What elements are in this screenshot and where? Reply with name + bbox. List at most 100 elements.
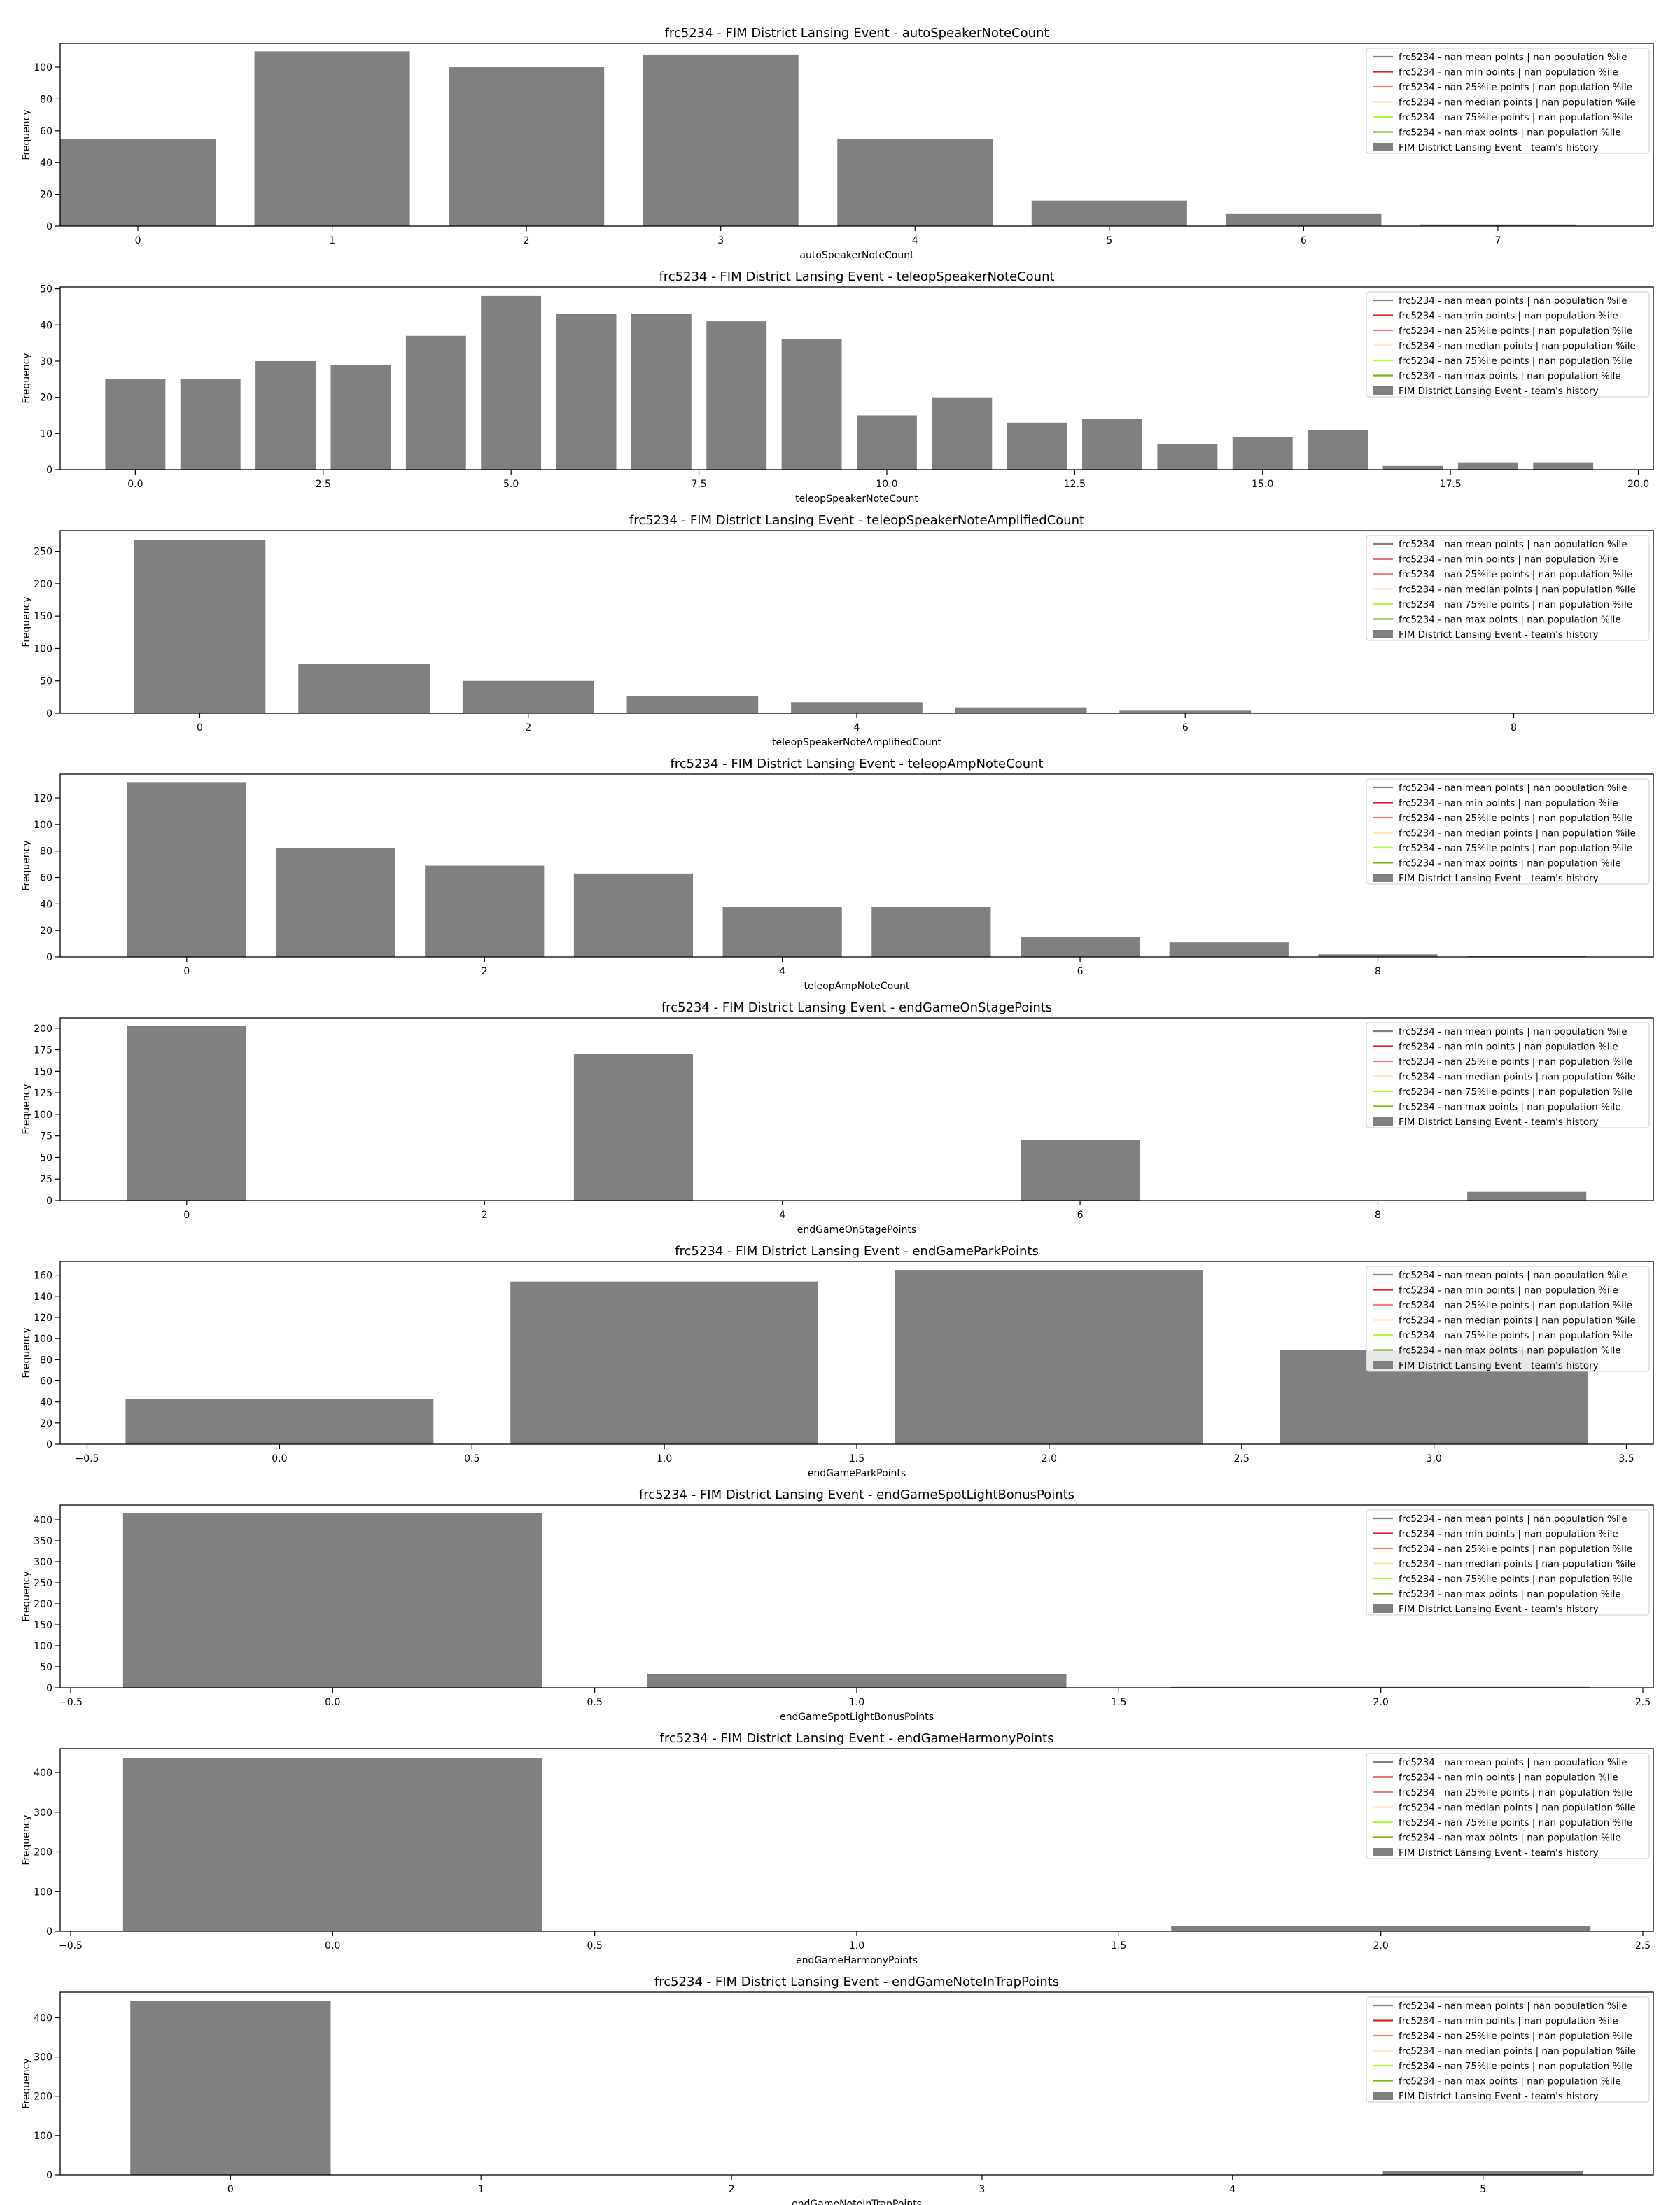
legend-box [1366,1266,1650,1372]
y-axis-label: Frequency [21,109,32,160]
bar [643,54,799,226]
legend-entry-label: frc5234 - nan 25%ile points | nan popula… [1399,1056,1632,1068]
y-tick-label: 100 [34,643,52,654]
y-tick-label: 40 [40,158,52,169]
x-tick-label: 0 [227,2184,234,2195]
bar [127,1026,246,1200]
x-tick-label: 2 [525,722,531,734]
y-tick-label: 400 [34,1768,52,1779]
y-tick-label: 250 [34,547,52,558]
y-tick-label: 40 [40,899,52,910]
x-tick-label: 15.0 [1252,479,1273,490]
y-tick-label: 350 [34,1536,52,1547]
legend-entry-label: frc5234 - nan median points | nan popula… [1399,1802,1636,1814]
bar [1171,1926,1591,1931]
legend-entry-label: frc5234 - nan 25%ile points | nan popula… [1399,569,1632,580]
y-axis-label: Frequency [21,1571,32,1621]
legend-entry-label: frc5234 - nan 25%ile points | nan popula… [1399,2031,1632,2042]
y-tick-label: 0 [46,465,52,476]
y-tick-label: 120 [34,1312,52,1324]
legend-entry-label: frc5234 - nan max points | nan populatio… [1399,1589,1621,1600]
axes-frame [59,1991,1654,2176]
legend-entry-label: frc5234 - nan median points | nan popula… [1399,584,1636,596]
y-tick-label: 250 [34,1578,52,1589]
bar [255,360,316,470]
y-axis-label: Frequency [21,2058,32,2108]
legend-entry-label: frc5234 - nan 75%ile points | nan popula… [1399,1086,1632,1098]
legend-entry-label: frc5234 - nan 75%ile points | nan popula… [1399,1574,1632,1585]
legend-entry-label: frc5234 - nan max points | nan populatio… [1399,1833,1621,1844]
bar [837,139,993,226]
legend-entry-label: frc5234 - nan min points | nan populatio… [1399,798,1618,809]
y-tick-label: 50 [40,676,52,687]
y-tick-label: 400 [34,1515,52,1526]
y-tick-label: 0 [46,1196,52,1207]
bar [706,321,767,470]
y-tick-label: 100 [34,820,52,831]
y-tick-label: 200 [34,579,52,590]
legend-bar-swatch [1373,630,1393,638]
x-tick-label: 0 [183,966,190,977]
x-axis-label: teleopAmpNoteCount [804,981,910,992]
legend-entry-label: frc5234 - nan min points | nan populatio… [1399,1285,1618,1296]
legend-box [1366,535,1650,641]
x-tick-label: 4 [912,235,918,246]
legend-entry-label: FIM District Lansing Event - team's hist… [1399,386,1599,397]
legend-entry-label: frc5234 - nan max points | nan populatio… [1399,1102,1621,1113]
x-tick-label: 0.0 [325,1697,340,1708]
axes-frame [59,774,1654,958]
bar [955,707,1087,713]
x-axis-label: endGameOnStagePoints [797,1224,916,1236]
x-tick-label: 0 [197,722,203,734]
x-tick-label: 8 [1375,966,1381,977]
legend-entry-label: frc5234 - nan mean points | nan populati… [1399,295,1628,307]
x-tick-label: 3.0 [1427,1453,1442,1464]
bar [1226,213,1382,226]
legend-box [1366,1509,1650,1616]
legend-bar-swatch [1373,386,1393,395]
y-tick-label: 200 [34,2092,52,2103]
legend-entry-label: frc5234 - nan 25%ile points | nan popula… [1399,1544,1632,1555]
legend: frc5234 - nan mean points | nan populati… [1366,48,1650,154]
y-tick-label: 0 [46,1683,52,1694]
bar [449,67,605,226]
x-tick-label: 10.0 [876,479,897,490]
chart-title: frc5234 - FIM District Lansing Event - t… [629,513,1084,528]
y-tick-label: 0 [46,1926,52,1938]
legend-entry-label: FIM District Lansing Event - team's hist… [1399,873,1599,884]
legend-bar-swatch [1373,1117,1393,1126]
x-tick-label: 7.5 [691,479,706,490]
bar [857,415,917,470]
bar [573,873,694,957]
y-tick-label: 100 [34,2131,52,2142]
y-tick-label: 200 [34,1599,52,1610]
y-tick-label: 80 [40,94,52,105]
chart-title: frc5234 - FIM District Lansing Event - t… [659,270,1054,284]
bar [1169,942,1289,957]
legend-entry-label: frc5234 - nan 75%ile points | nan popula… [1399,1330,1632,1341]
bar [60,139,216,226]
legend-entry-label: frc5234 - nan 25%ile points | nan popula… [1399,813,1632,824]
y-tick-label: 100 [34,1886,52,1898]
bar [1119,710,1252,713]
y-tick-label: 400 [34,2012,52,2024]
chart-title: frc5234 - FIM District Lansing Event - e… [675,1244,1039,1259]
x-tick-label: 5 [1480,2184,1486,2195]
bar [626,696,759,713]
legend-bar-swatch [1373,874,1393,882]
chart-panel: frc5234 - FIM District Lansing Event - e… [21,1731,1654,1966]
bar [1157,444,1218,470]
bar [127,782,246,957]
y-tick-label: 0 [46,2170,52,2181]
legend-entry-label: FIM District Lansing Event - team's hist… [1399,1360,1599,1371]
legend-entry-label: frc5234 - nan median points | nan popula… [1399,97,1636,108]
x-tick-label: 2.5 [1234,1453,1250,1464]
y-tick-label: 200 [34,1847,52,1858]
legend-box [1366,1753,1650,1859]
bar [276,848,396,957]
y-tick-label: 100 [34,62,52,74]
legend: frc5234 - nan mean points | nan populati… [1366,1753,1650,1859]
bar [1031,200,1187,226]
y-tick-label: 200 [34,1023,52,1035]
bar [1533,462,1594,470]
